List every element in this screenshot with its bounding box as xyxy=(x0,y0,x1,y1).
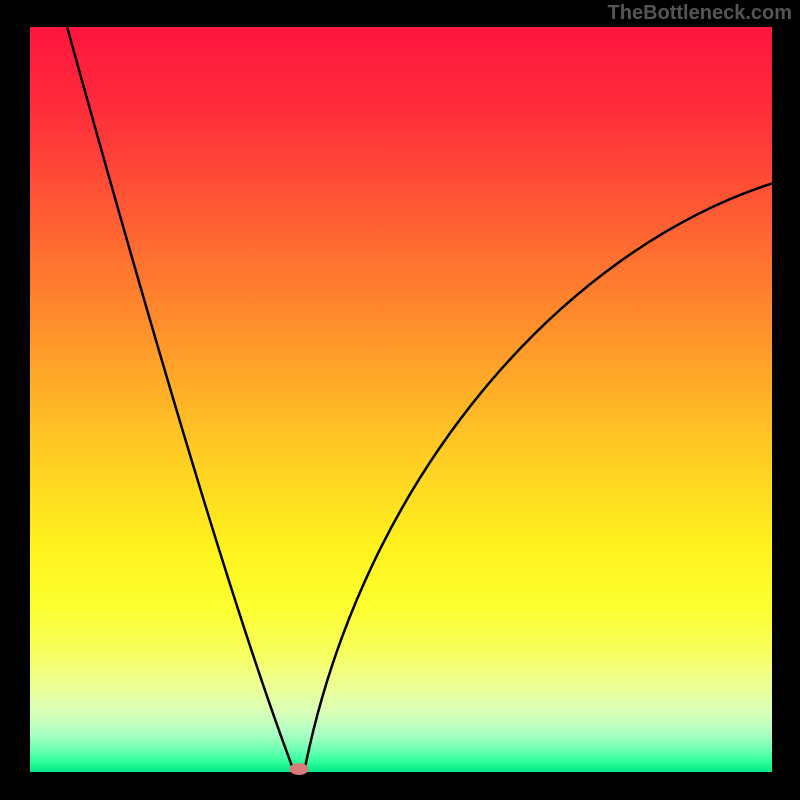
watermark-text: TheBottleneck.com xyxy=(608,2,792,25)
bottleneck-curve xyxy=(30,27,772,772)
chart-plot-area xyxy=(30,27,772,772)
plot-inner xyxy=(30,27,772,772)
optimum-marker xyxy=(289,763,308,775)
